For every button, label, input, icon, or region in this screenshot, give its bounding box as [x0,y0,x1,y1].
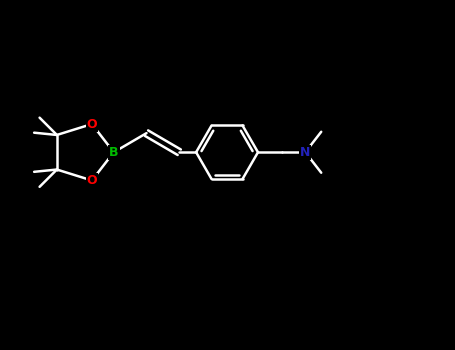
Text: O: O [86,118,97,131]
Text: B: B [109,146,118,159]
Text: N: N [300,146,310,159]
Text: O: O [86,174,97,187]
